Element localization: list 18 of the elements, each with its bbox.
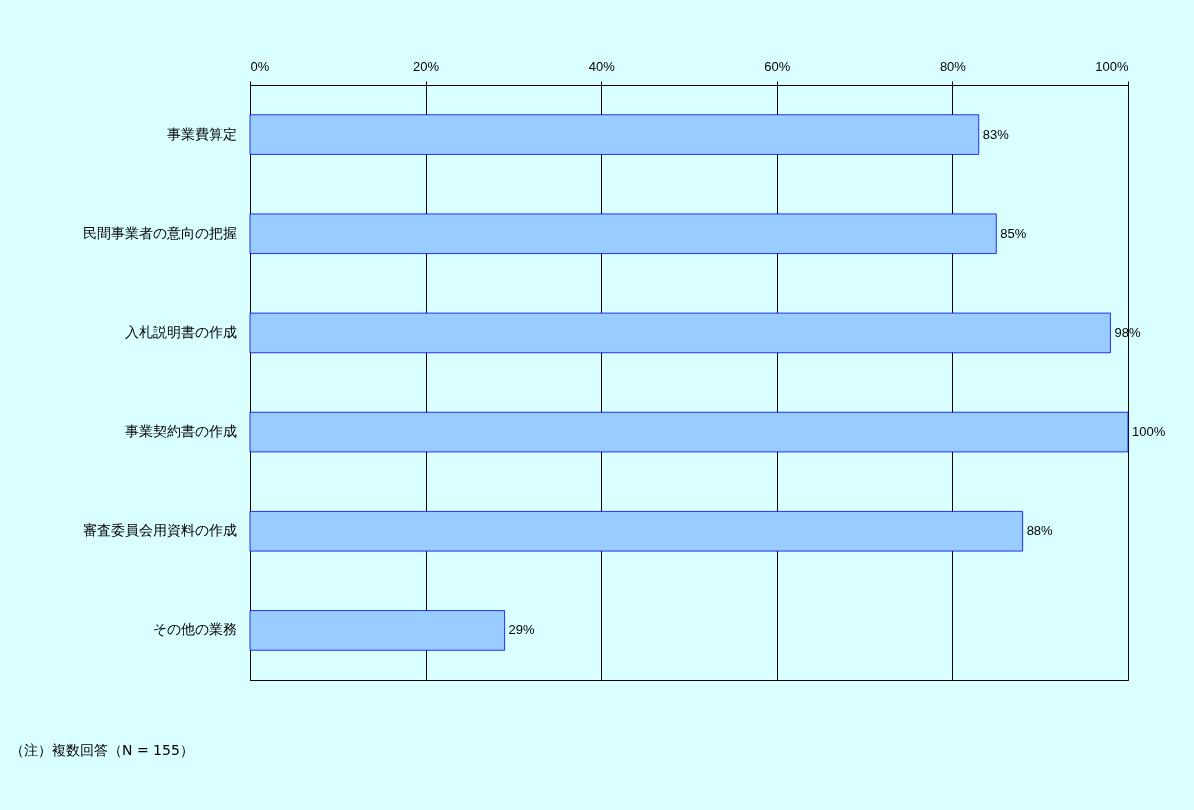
x-tick-label: 40% [588, 58, 616, 74]
x-tick-label: 0% [250, 58, 270, 74]
y-tick-label: 審査委員会用資料の作成 [82, 522, 237, 539]
x-tick-label: 80% [939, 58, 967, 74]
data-label: 29% [508, 622, 536, 638]
data-label: 85% [1000, 225, 1027, 241]
x-tick-label: 60% [764, 58, 791, 74]
y-tick-label: その他の業務 [152, 621, 237, 638]
x-tick-label: 20% [413, 58, 440, 74]
y-tick-label: 入札説明書の作成 [124, 323, 237, 340]
data-label: 100% [1132, 424, 1166, 440]
x-tick-label: 100% [1095, 58, 1129, 74]
y-tick-label: 民間事業者の意向の把握 [82, 224, 237, 241]
text: （注）複数回答（N = 155） [10, 742, 194, 760]
data-label: 88% [1026, 523, 1054, 539]
y-tick-label: 事業契約書の作成 [124, 423, 237, 440]
y-tick-label: 事業費算定 [166, 125, 237, 142]
data-label: 83% [982, 126, 1010, 142]
